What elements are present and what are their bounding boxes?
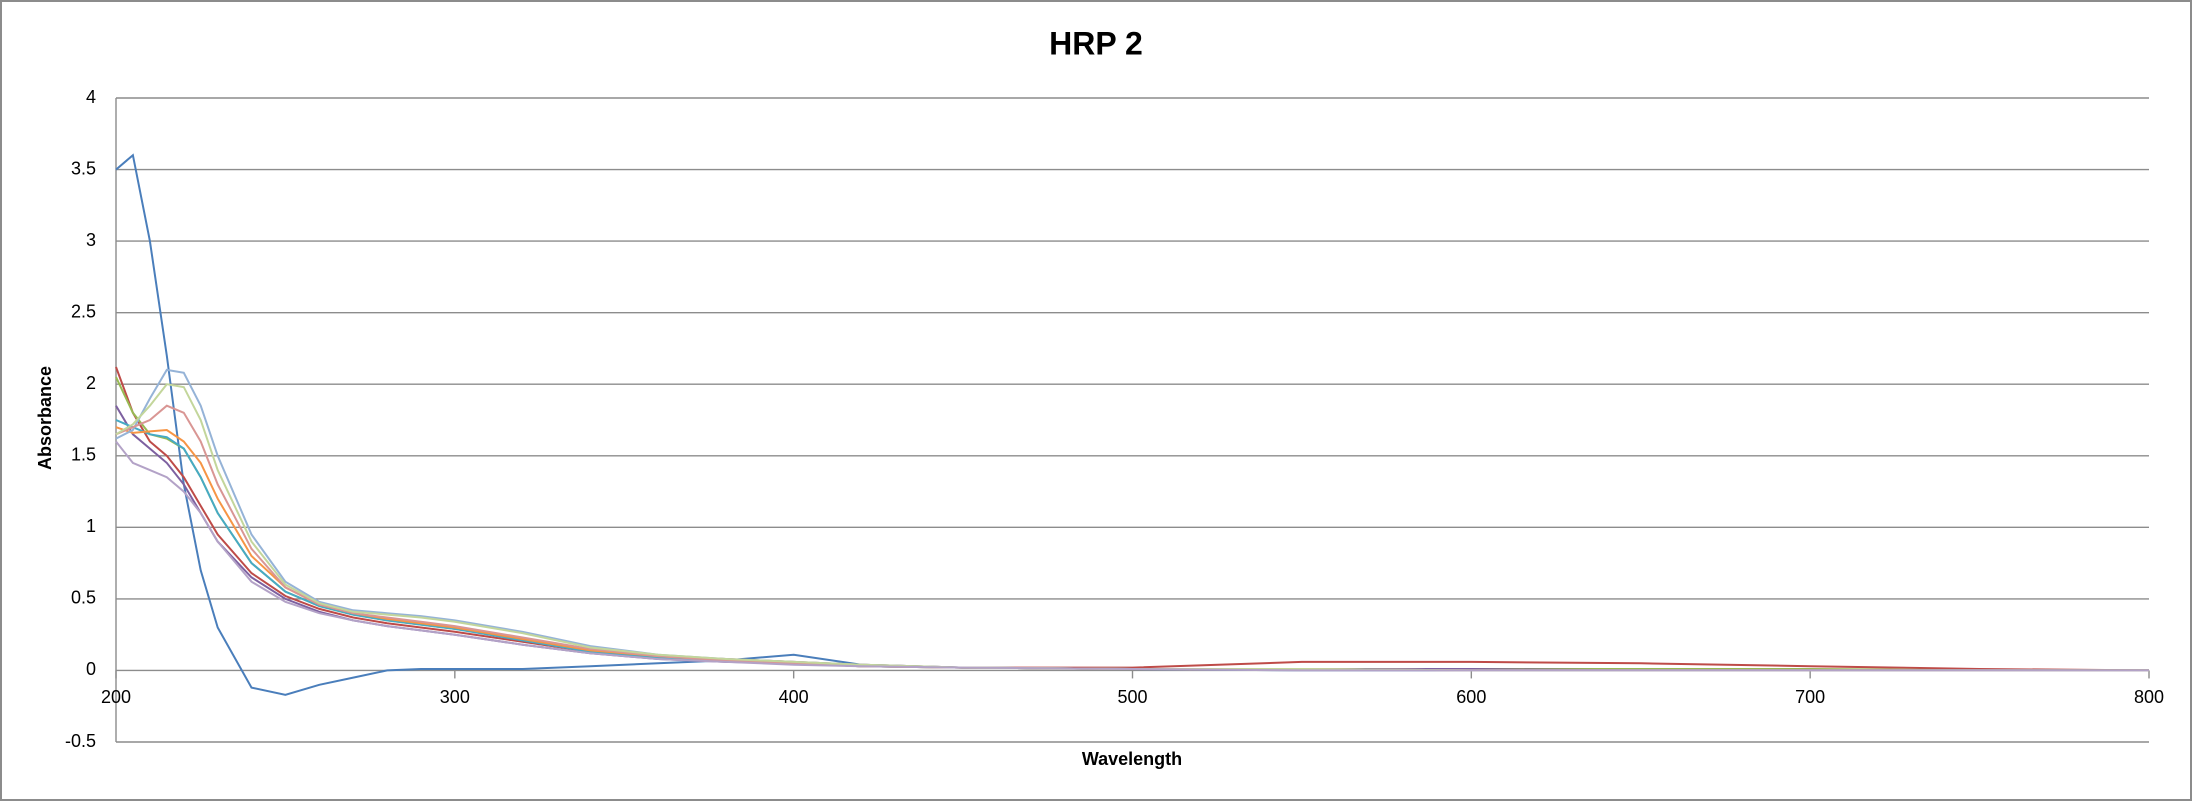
data-line — [115, 440, 2149, 672]
y-tick-label: 3.5 — [71, 158, 96, 178]
y-tick-label: -0.5 — [65, 731, 96, 751]
y-axis-title: Absorbance — [35, 366, 55, 470]
x-tick-label: 600 — [1456, 687, 1486, 707]
x-tick-label: 500 — [1117, 687, 1147, 707]
data-line — [115, 366, 2150, 672]
x-tick-label: 200 — [101, 687, 131, 707]
y-tick-label: 1.5 — [71, 445, 96, 465]
y-tick-label: 4 — [86, 87, 96, 107]
x-tick-label: 300 — [440, 687, 470, 707]
y-tick-label: 2 — [86, 373, 96, 393]
y-tick-label: 1 — [86, 516, 96, 536]
x-tick-label: 700 — [1795, 687, 1825, 707]
x-tick-label: 400 — [779, 687, 809, 707]
y-tick-label: 2.5 — [71, 301, 96, 321]
chart-title: HRP 2 — [1049, 25, 1143, 61]
x-tick-label: 800 — [2134, 687, 2164, 707]
y-tick-label: 3 — [86, 230, 96, 250]
y-tick-label: 0 — [86, 659, 96, 679]
y-tick-label: 0.5 — [71, 588, 96, 608]
x-axis-title: Wavelength — [1082, 749, 1182, 769]
